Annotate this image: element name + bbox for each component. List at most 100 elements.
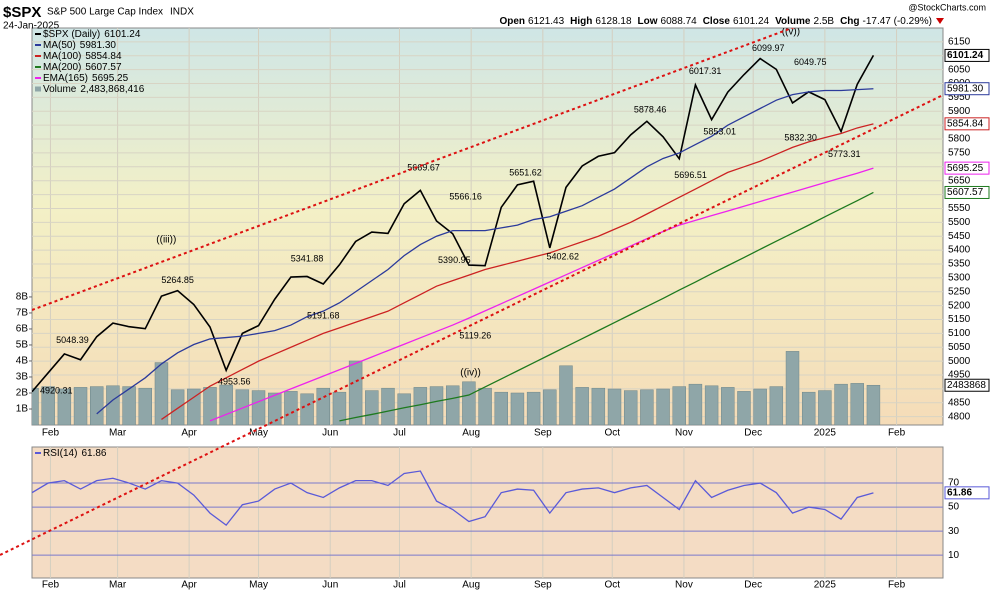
volume-bar: [381, 387, 395, 425]
quote-label: High: [570, 16, 592, 27]
end-label-box: [944, 82, 990, 96]
rsi-plot: [32, 470, 874, 527]
wave-label: ((iv)): [460, 368, 481, 379]
legend-entry: EMA(165) 5695.25: [43, 73, 129, 84]
x-tick-label: Nov: [675, 428, 693, 439]
y-tick-label: 5000: [948, 356, 971, 367]
series-line: [339, 191, 874, 422]
end-label: 2483868: [947, 380, 986, 391]
volume-bar: [753, 388, 767, 425]
legend-value: 61.86: [81, 448, 106, 459]
y2-tick-label: 4B: [16, 356, 29, 367]
price-annotation: 5696.51: [674, 170, 707, 180]
legend-name: RSI(14): [43, 448, 77, 459]
volume-bar: [591, 387, 606, 425]
volume-bar: [801, 391, 816, 425]
y-tick-label: 5250: [948, 286, 971, 297]
volume-bar: [721, 387, 735, 425]
down-arrow: [936, 18, 944, 24]
volume-bar: [170, 389, 185, 425]
y-tick-label: 70: [948, 478, 960, 489]
x-tick-label: Dec: [744, 580, 762, 591]
price-annotation: 5119.26: [459, 330, 491, 340]
x-tick-label: Sep: [534, 580, 552, 591]
legend-entry: MA(100) 5854.84: [43, 51, 122, 62]
x-tick-label: 2025: [814, 428, 837, 439]
volume-bar: [737, 391, 751, 425]
y2-tick-label: 3B: [16, 372, 29, 383]
series-line: [161, 123, 874, 420]
volume-bar: [704, 385, 719, 425]
volume-bar: [73, 387, 88, 425]
end-label-box: [944, 161, 990, 175]
price-annotation: 6049.75: [794, 57, 827, 67]
x-tick-label: 2025: [814, 580, 837, 591]
x-tick-label: Feb: [888, 580, 906, 591]
volume-bar: [494, 391, 508, 425]
price-annotation: 4920.31: [40, 386, 73, 396]
y-tick-label: 5350: [948, 259, 971, 270]
series-line: [209, 167, 874, 422]
price-annotation: 5048.39: [56, 335, 89, 345]
price-plot: 5048.39 4920.31 5264.85 4953.56 5341.88 5191.…: [32, 28, 881, 425]
volume-bar: [41, 386, 55, 425]
quote-label: Chg: [840, 16, 859, 27]
quote-value: 6088.74: [661, 16, 698, 27]
legend-value: 5607.57: [85, 62, 122, 73]
volume-bar: [866, 384, 881, 425]
end-label: 6101.24: [947, 50, 984, 61]
quote-label: Close: [703, 16, 731, 27]
y-tick-label: 5800: [948, 134, 971, 145]
volume-bar: [850, 383, 864, 425]
price-annotation: 5669.67: [407, 163, 440, 173]
price-annotation: 5341.88: [291, 254, 324, 264]
x-tick-label: Sep: [534, 428, 552, 439]
volume-bar: [187, 388, 201, 425]
volume-bar: [672, 386, 686, 425]
volume-bar: [365, 390, 379, 425]
legend-name: MA(50): [43, 40, 76, 51]
y-tick-label: 5150: [948, 314, 971, 325]
date: 24-Jan-2025: [3, 21, 60, 32]
volume-bar: [122, 386, 136, 425]
x-tick-label: Apr: [181, 428, 197, 439]
x-tick-label: May: [249, 580, 268, 591]
x-tick-label: Nov: [675, 580, 693, 591]
y-tick-label: 5300: [948, 273, 971, 284]
x-tick-label: Dec: [744, 428, 762, 439]
end-label-box: [944, 486, 990, 500]
quote-value: 2.5B: [813, 16, 834, 27]
volume-bar: [348, 360, 363, 425]
price-annotation: 5832.30: [784, 132, 817, 142]
end-label: 61.86: [947, 487, 972, 498]
upper-trendline: [32, 28, 795, 311]
series-line: [32, 470, 874, 527]
y-tick-label: 5450: [948, 231, 971, 242]
volume-bar: [90, 386, 104, 425]
x-tick-label: Mar: [109, 428, 127, 439]
exchange: INDX: [170, 7, 194, 18]
end-label: 5854.84: [947, 118, 984, 129]
volume-bar: [397, 393, 411, 425]
volume-bar: [623, 390, 638, 425]
volume-bar: [526, 391, 541, 425]
volume-bar: [284, 391, 298, 425]
volume-bar: [267, 392, 282, 425]
volume-bar: [203, 387, 217, 425]
volume-bar: [429, 386, 444, 425]
volume-bar: [251, 390, 266, 425]
price-annotation: 5264.85: [161, 275, 194, 285]
quote-value: 6121.43: [528, 16, 565, 27]
end-label-box: [944, 117, 990, 131]
y-tick-label: 30: [948, 526, 960, 537]
volume-bar: [510, 392, 525, 425]
legend-value: 2,483,868,416: [80, 84, 144, 95]
y-tick-label: 5950: [948, 92, 971, 103]
y-tick-label: 10: [948, 550, 960, 561]
volume-bar: [688, 383, 703, 425]
price-annotation: 5853.01: [703, 127, 736, 137]
quote-value: 6101.24: [733, 16, 770, 27]
y-tick-label: 5200: [948, 300, 971, 311]
price-annotation: 6099.97: [752, 43, 785, 53]
index-name: S&P 500 Large Cap Index: [47, 7, 163, 18]
